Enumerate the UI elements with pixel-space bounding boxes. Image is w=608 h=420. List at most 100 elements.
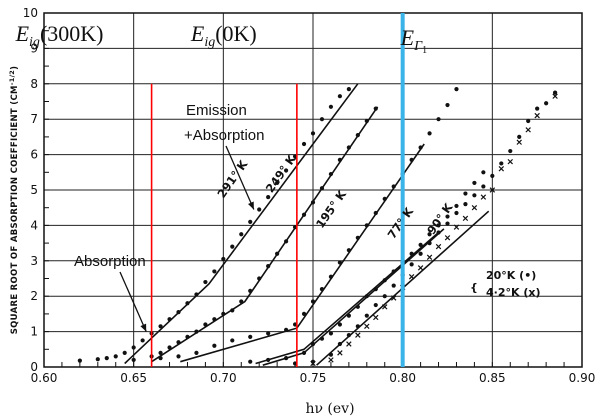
x-tick-label-4: 0.80 [389,371,416,385]
point-291°K-15 [221,256,226,262]
point-77°K-19 [445,214,450,219]
point-249°K-7 [203,322,208,327]
point-291°K-21 [275,180,280,186]
point-249°K-5 [185,334,190,340]
point-4.2°K-18 [480,194,487,200]
x-tick-label-0: 0.60 [31,371,58,385]
point-291°K-5 [131,345,136,350]
x-tick-label-5: 0.85 [479,371,506,385]
point-291°K-22 [284,168,289,173]
point-195°K-3 [212,343,217,348]
point-4.2°K-5 [364,323,370,330]
x-tick-label-2: 0.70 [210,371,237,385]
point-249°K-23 [346,145,351,150]
y-axis-label: SQUARE ROOT OF ABSORPTION COEFFICIENT (C… [8,66,20,335]
point-291°K-12 [194,292,199,297]
point-77°K-3 [301,350,307,355]
point-195°K-17 [373,210,378,216]
point-291°K-19 [257,207,262,212]
vertical-markers: Eig(300K) Eig(0K) EΓ1 [15,13,427,367]
legend-bracket: { [470,281,478,294]
point-20°K-6 [364,313,369,318]
point-77°K-15 [409,251,414,256]
point-77°K-23 [481,170,486,175]
y-tick-label-1: 1 [30,325,38,339]
point-195°K-4 [230,338,235,343]
x-axis-label: hν (ev) [305,401,354,417]
point-291°K-3 [113,354,118,359]
point-249°K-18 [301,212,307,217]
point-4.2°K-13 [435,243,442,250]
annotation-emission-line2: +Absorption [184,127,264,144]
point-4.2°K-10 [408,274,415,280]
point-249°K-0 [131,357,136,363]
point-195°K-13 [337,260,342,265]
point-4.2°K-15 [453,224,460,230]
point-291°K-8 [158,324,163,329]
point-77°K-13 [391,269,396,274]
point-20°K-18 [472,193,477,198]
y-tick-label-4: 4 [30,218,38,232]
point-249°K-14 [266,264,271,269]
y-tick-label-8: 8 [30,77,38,91]
fit-line-249°K [151,106,379,363]
point-249°K-22 [337,157,342,163]
y-tick-label-6: 6 [30,148,38,162]
point-4.2°K-7 [382,304,388,310]
y-tick-label-2: 2 [30,289,38,303]
point-291°K-9 [167,317,172,322]
arrow-line-emission-absorption [225,145,255,210]
point-249°K-21 [328,171,334,177]
point-4.2°K-8 [390,295,397,301]
point-20°K-14 [436,230,441,235]
fit-line-195°K [180,143,425,363]
fit-line-90°K [262,228,445,366]
point-195°K-21 [409,157,414,163]
point-77°K-7 [337,322,342,327]
point-20°K-7 [373,302,378,308]
point-77°K-16 [418,242,423,247]
point-20°K-11 [409,262,414,267]
point-291°K-16 [230,244,235,249]
point-291°K-24 [301,141,307,147]
point-291°K-13 [203,279,208,285]
grid [43,12,583,368]
point-77°K-1 [266,357,271,363]
y-tick-label-0: 0 [30,360,38,374]
point-4.2°K-14 [444,235,451,241]
y-tick-label-5: 5 [30,183,38,197]
point-195°K-5 [248,334,253,340]
point-291°K-20 [266,194,271,200]
point-20°K-4 [346,333,351,338]
point-249°K-6 [194,329,199,334]
marker-label-0: Eig(300K) [15,21,104,50]
point-4.2°K-22 [516,139,522,145]
point-77°K-9 [355,304,360,309]
point-4.2°K-11 [417,265,424,271]
point-77°K-22 [472,180,477,186]
point-20°K-17 [463,202,468,207]
legend-item-4k: 4·2°K (x) [486,286,541,299]
point-20°K-8 [382,294,387,299]
point-249°K-15 [275,251,280,256]
point-291°K-17 [239,232,244,237]
point-77°K-0 [248,359,253,364]
point-291°K-10 [176,310,181,315]
point-20°K-5 [355,324,360,329]
point-195°K-22 [418,145,423,150]
point-4.2°K-16 [462,215,469,222]
point-77°K-2 [284,356,289,361]
point-20°K-13 [427,241,432,246]
point-249°K-26 [373,106,378,111]
point-291°K-29 [346,87,351,92]
point-291°K-18 [248,219,253,224]
point-249°K-25 [364,118,369,124]
marker-label-2: EΓ1 [400,25,427,56]
point-20°K-19 [481,184,486,189]
point-249°K-4 [176,340,181,345]
point-77°K-6 [328,331,334,336]
point-249°K-3 [167,345,172,350]
point-249°K-19 [310,200,316,205]
point-20°K-2 [328,352,334,357]
y-tick-label-9: 9 [30,41,38,55]
